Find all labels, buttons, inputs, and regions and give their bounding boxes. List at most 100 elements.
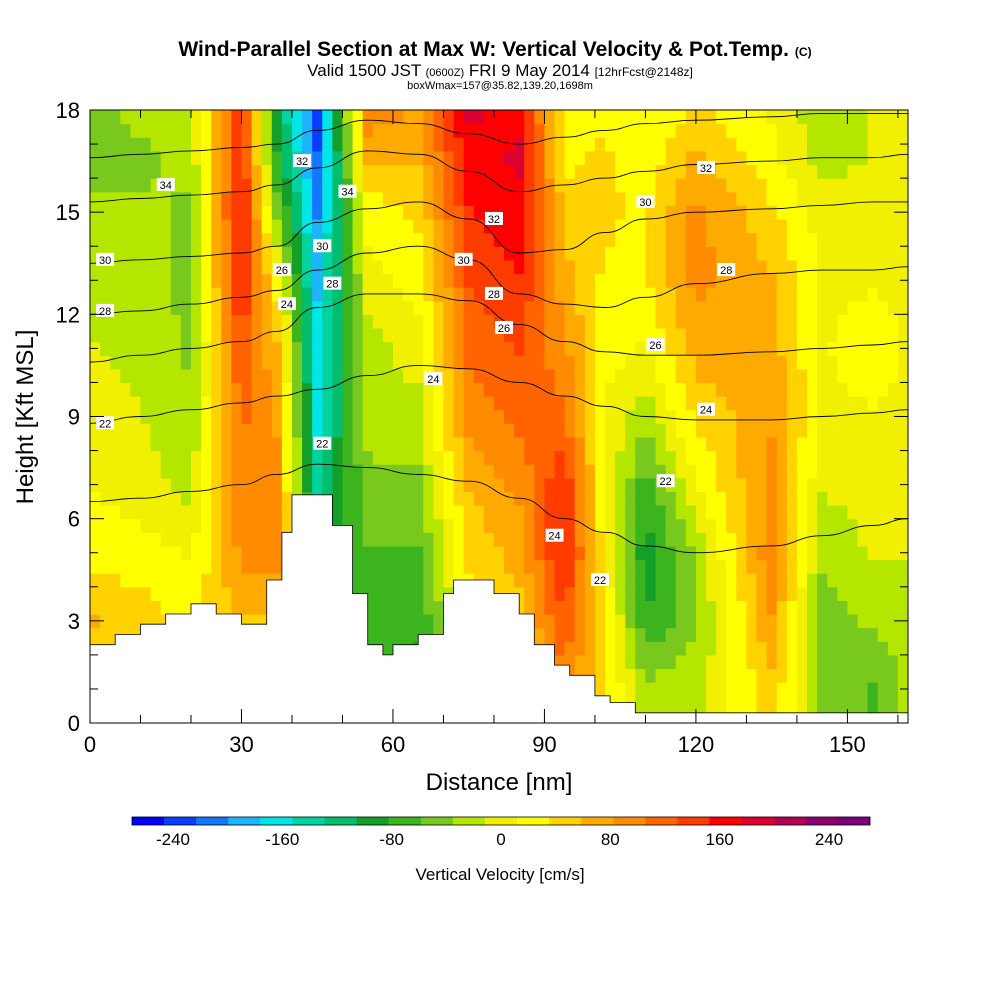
- field-cell: [615, 600, 626, 615]
- field-cell: [867, 273, 879, 288]
- field-cell: [706, 600, 717, 615]
- field-cell: [170, 246, 182, 261]
- field-cell: [867, 218, 879, 234]
- field-cell: [554, 396, 566, 411]
- field-cell: [776, 409, 788, 424]
- field-cell: [352, 300, 364, 315]
- field-cell: [140, 450, 152, 465]
- field-cell: [504, 477, 515, 493]
- field-cell: [302, 259, 313, 275]
- field-cell: [534, 232, 546, 247]
- field-cell: [665, 627, 677, 642]
- field-cell: [392, 532, 404, 547]
- field-cell: [675, 545, 687, 561]
- colorbar-swatch: [452, 817, 486, 825]
- field-cell: [685, 273, 697, 288]
- field-cell: [392, 150, 404, 166]
- field-cell: [877, 246, 889, 261]
- field-cell: [514, 300, 525, 315]
- field-cell: [837, 423, 849, 438]
- field-cell: [867, 559, 879, 574]
- field-cell: [817, 586, 828, 601]
- field-cell: [261, 191, 273, 206]
- field-cell: [786, 123, 798, 138]
- field-cell: [140, 368, 152, 384]
- field-cell: [221, 573, 232, 588]
- field-cell: [352, 327, 364, 343]
- field-cell: [100, 178, 111, 193]
- field-cell: [736, 614, 748, 629]
- field-cell: [382, 123, 394, 138]
- field-cell: [130, 150, 142, 166]
- field-cell: [675, 110, 687, 125]
- field-cell: [302, 110, 313, 125]
- field-cell: [291, 164, 303, 179]
- field-cell: [605, 150, 616, 166]
- field-cell: [453, 273, 465, 288]
- field-cell: [605, 600, 616, 615]
- field-cell: [120, 545, 131, 561]
- field-cell: [150, 477, 162, 493]
- field-cell: [857, 110, 869, 125]
- field-cell: [90, 314, 101, 329]
- field-cell: [746, 382, 758, 397]
- field-cell: [827, 246, 838, 261]
- field-cell: [605, 654, 616, 670]
- field-cell: [685, 518, 697, 533]
- field-cell: [342, 396, 354, 411]
- field-cell: [332, 110, 344, 125]
- field-cell: [170, 382, 182, 397]
- field-cell: [403, 423, 414, 438]
- field-cell: [675, 559, 687, 574]
- field-cell: [423, 505, 434, 520]
- y-tick-label: 3: [68, 609, 80, 634]
- field-cell: [625, 287, 636, 302]
- field-cell: [150, 423, 162, 438]
- field-cell: [584, 137, 596, 152]
- field-cell: [857, 314, 869, 329]
- field-cell: [786, 641, 798, 656]
- field-cell: [877, 682, 889, 697]
- field-cell: [786, 191, 798, 206]
- field-cell: [423, 327, 434, 343]
- field-cell: [372, 627, 384, 642]
- field-cell: [574, 559, 586, 574]
- field-cell: [736, 586, 748, 601]
- field-cell: [312, 355, 323, 370]
- field-cell: [625, 423, 636, 438]
- field-cell: [716, 314, 727, 329]
- field-cell: [685, 409, 697, 424]
- field-cell: [564, 232, 576, 247]
- field-cell: [251, 409, 263, 424]
- field-cell: [766, 682, 778, 697]
- field-cell: [766, 409, 778, 424]
- field-cell: [362, 259, 374, 275]
- field-cell: [837, 123, 849, 138]
- field-cell: [897, 586, 908, 601]
- field-cell: [554, 191, 566, 206]
- field-cell: [877, 137, 889, 152]
- field-cell: [241, 123, 253, 138]
- field-cell: [786, 273, 798, 288]
- field-cell: [736, 314, 748, 329]
- field-cell: [584, 518, 596, 533]
- field-cell: [635, 314, 647, 329]
- field-cell: [271, 327, 283, 343]
- field-cell: [190, 273, 202, 288]
- field-cell: [605, 273, 616, 288]
- field-cell: [786, 218, 798, 234]
- field-cell: [211, 355, 222, 370]
- field-cell: [847, 287, 859, 302]
- field-cell: [706, 559, 717, 574]
- field-cell: [362, 436, 374, 452]
- field-cell: [635, 586, 647, 601]
- field-cell: [130, 205, 142, 220]
- field-cell: [847, 314, 859, 329]
- field-cell: [655, 614, 667, 629]
- field-cell: [342, 436, 354, 452]
- field-cell: [110, 314, 121, 329]
- field-cell: [534, 164, 546, 179]
- field-cell: [817, 273, 828, 288]
- field-cell: [857, 545, 869, 561]
- field-cell: [574, 423, 586, 438]
